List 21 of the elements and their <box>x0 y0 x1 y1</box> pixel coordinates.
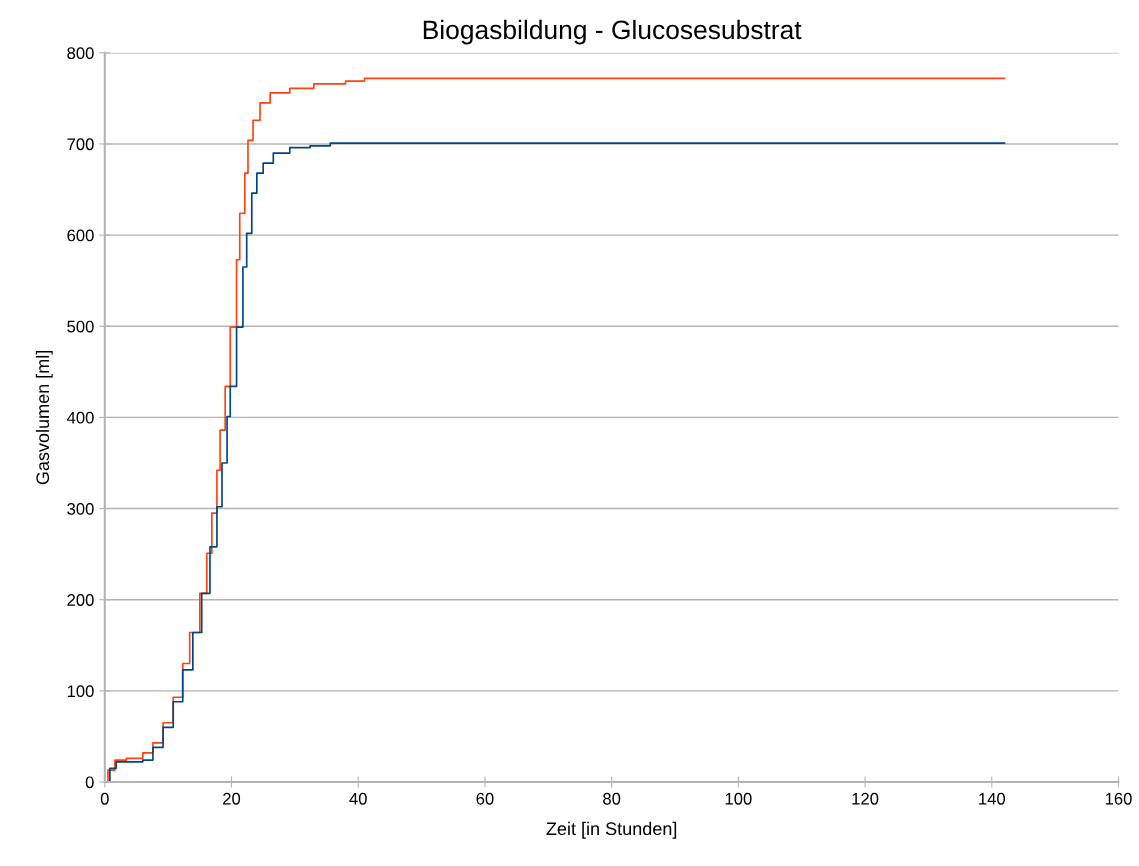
y-tick-label: 500 <box>67 320 94 333</box>
x-tick-label: 60 <box>476 792 494 805</box>
y-tick-label: 100 <box>67 685 94 698</box>
y-tick-label: 700 <box>67 138 94 151</box>
x-tick-label: 140 <box>979 792 1006 805</box>
x-tick-label: 40 <box>349 792 367 805</box>
y-tick-label: 600 <box>67 229 94 242</box>
y-tick-label: 400 <box>66 411 94 424</box>
x-tick-label: 100 <box>725 792 752 805</box>
x-axis-title: Zeit [in Stunden] <box>546 821 677 839</box>
y-tick-label: 300 <box>67 502 94 515</box>
x-tick-label: 20 <box>223 792 241 805</box>
y-tick-label: 800 <box>67 47 94 60</box>
chart-title: Biogasbildung - Glucosesubstrat <box>423 19 802 45</box>
x-tick-label: 160 <box>1105 792 1132 805</box>
y-axis-title: Gasvolumen [ml] <box>35 350 53 485</box>
y-tick-label: 200 <box>67 594 94 606</box>
y-tick-label: 0 <box>85 776 94 789</box>
x-tick-label: 0 <box>100 792 109 805</box>
x-tick-label: 120 <box>852 792 879 805</box>
x-tick-label: 80 <box>603 792 621 805</box>
